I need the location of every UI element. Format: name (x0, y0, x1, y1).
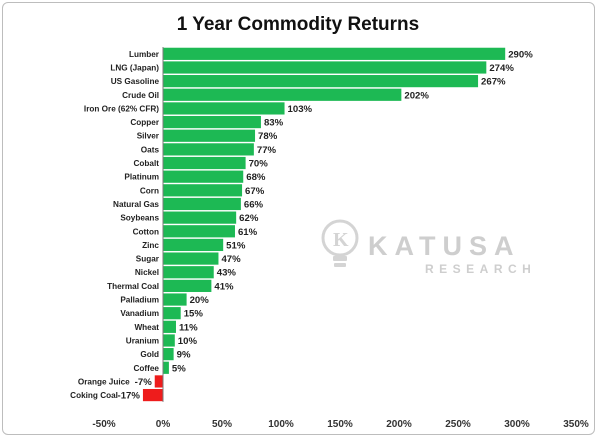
value-label-crude-oil: 202% (404, 90, 429, 101)
category-label-wheat: Wheat (134, 323, 159, 332)
category-label-gold: Gold (140, 350, 159, 359)
bar-coking-coal (142, 388, 163, 402)
value-label-silver: 78% (258, 131, 278, 142)
value-label-cotton: 61% (238, 227, 258, 238)
tick-label-0: 0% (156, 419, 171, 430)
tick-label-250: 250% (445, 419, 471, 430)
category-label-cotton: Cotton (133, 227, 159, 236)
bar-gold (163, 348, 174, 361)
bar-cobalt (163, 156, 246, 170)
value-label-soybeans: 62% (239, 213, 259, 224)
value-label-iron-ore-62-cfr: 103% (288, 104, 313, 115)
category-label-uranium: Uranium (126, 336, 159, 345)
value-label-natural-gas: 66% (244, 199, 264, 210)
x-axis-ticks: -50% 0% 50% 100% 150% 200% 250% 300% 350% (92, 419, 589, 430)
bar-orange-juice (154, 375, 163, 388)
tick-label-100: 100% (268, 419, 294, 430)
bar-zinc (163, 238, 224, 252)
bar-palladium (163, 293, 187, 306)
category-label-natural-gas: Natural Gas (113, 200, 159, 209)
svg-text:K: K (333, 229, 349, 251)
bar-lng-japan (163, 61, 487, 74)
category-label-silver: Silver (137, 132, 160, 141)
bar-sugar (163, 252, 219, 265)
category-label-oats: Oats (141, 145, 160, 154)
bar-thermal-coal (163, 279, 212, 292)
category-label-thermal-coal: Thermal Coal (107, 282, 159, 291)
value-label-thermal-coal: 41% (214, 281, 234, 292)
tick-label-350: 350% (563, 419, 589, 430)
watermark-sub: RESEARCH (425, 262, 536, 276)
value-label-lng-japan: 274% (489, 63, 514, 74)
chart-frame (2, 2, 595, 435)
value-label-copper: 83% (264, 118, 284, 129)
bar-crude-oil (163, 88, 402, 101)
bar-coffee (163, 361, 169, 374)
value-label-nickel: 43% (217, 268, 237, 279)
watermark-brand: KATUSA (368, 231, 521, 261)
category-label-platinum: Platinum (124, 173, 159, 182)
value-labels: 290% 274% 267% 202% 103% 83% 78% 77% 70% 68% 67% 66… (118, 49, 534, 401)
category-label-palladium: Palladium (120, 296, 159, 305)
bar-nickel (163, 266, 214, 279)
lightbulb-k-icon: K (321, 219, 359, 267)
value-label-gold: 9% (177, 350, 191, 361)
category-label-orange-juice: Orange Juice (78, 377, 130, 386)
bar-vanadium (163, 307, 181, 320)
value-label-palladium: 20% (190, 295, 210, 306)
tick-label-neg50: -50% (92, 419, 115, 430)
category-label-crude-oil: Crude Oil (122, 91, 159, 100)
value-label-lumber: 290% (508, 49, 533, 60)
bars-group (142, 47, 506, 402)
value-label-wheat: 11% (179, 322, 198, 333)
bar-oats (163, 143, 254, 156)
category-label-us-gasoline: US Gasoline (111, 77, 160, 86)
bar-soybeans (163, 211, 237, 224)
bar-natural-gas (163, 197, 241, 211)
katusa-watermark: K KATUSA RESEARCH (321, 219, 536, 276)
category-label-sugar: Sugar (136, 255, 160, 264)
category-label-nickel: Nickel (135, 268, 159, 277)
bar-platinum (163, 170, 244, 183)
category-label-vanadium: Vanadium (120, 309, 159, 318)
value-label-coking-coal: -17% (118, 391, 141, 402)
category-label-soybeans: Soybeans (120, 214, 159, 223)
category-label-lumber: Lumber (129, 50, 160, 59)
value-label-orange-juice: -7% (135, 377, 153, 388)
category-label-corn: Corn (140, 186, 159, 195)
category-label-coffee: Coffee (134, 364, 160, 373)
category-label-coking-coal: Coking Coal (70, 391, 118, 400)
tick-label-50: 50% (212, 419, 232, 430)
tick-label-200: 200% (386, 419, 412, 430)
bar-corn (163, 184, 243, 197)
value-label-zinc: 51% (226, 240, 246, 251)
value-label-sugar: 47% (221, 254, 241, 265)
bar-us-gasoline (163, 75, 479, 88)
category-label-cobalt: Cobalt (134, 159, 160, 168)
category-label-zinc: Zinc (142, 241, 159, 250)
bar-lumber (163, 47, 506, 60)
bar-cotton (163, 225, 235, 238)
value-label-us-gasoline: 267% (481, 77, 506, 88)
tick-label-150: 150% (327, 419, 353, 430)
bar-uranium (163, 334, 175, 347)
value-label-uranium: 10% (178, 336, 198, 347)
tick-label-300: 300% (504, 419, 530, 430)
category-label-iron-ore-62-cfr: Iron Ore (62% CFR) (84, 104, 159, 113)
bar-copper (163, 115, 261, 129)
category-label-lng-japan: LNG (Japan) (110, 63, 159, 72)
chart-title: 1 Year Commodity Returns (177, 14, 420, 35)
bar-wheat (163, 320, 176, 333)
value-label-platinum: 68% (246, 172, 266, 183)
value-label-oats: 77% (257, 145, 277, 156)
value-label-cobalt: 70% (249, 159, 269, 170)
bar-silver (163, 129, 256, 142)
category-labels: Lumber LNG (Japan) US Gasoline Crude Oil Iro… (70, 50, 160, 400)
value-label-corn: 67% (245, 186, 265, 197)
value-label-coffee: 5% (172, 363, 186, 374)
bar-iron-ore-62-cfr (163, 102, 285, 115)
value-label-vanadium: 15% (184, 309, 204, 320)
category-label-copper: Copper (130, 118, 159, 127)
